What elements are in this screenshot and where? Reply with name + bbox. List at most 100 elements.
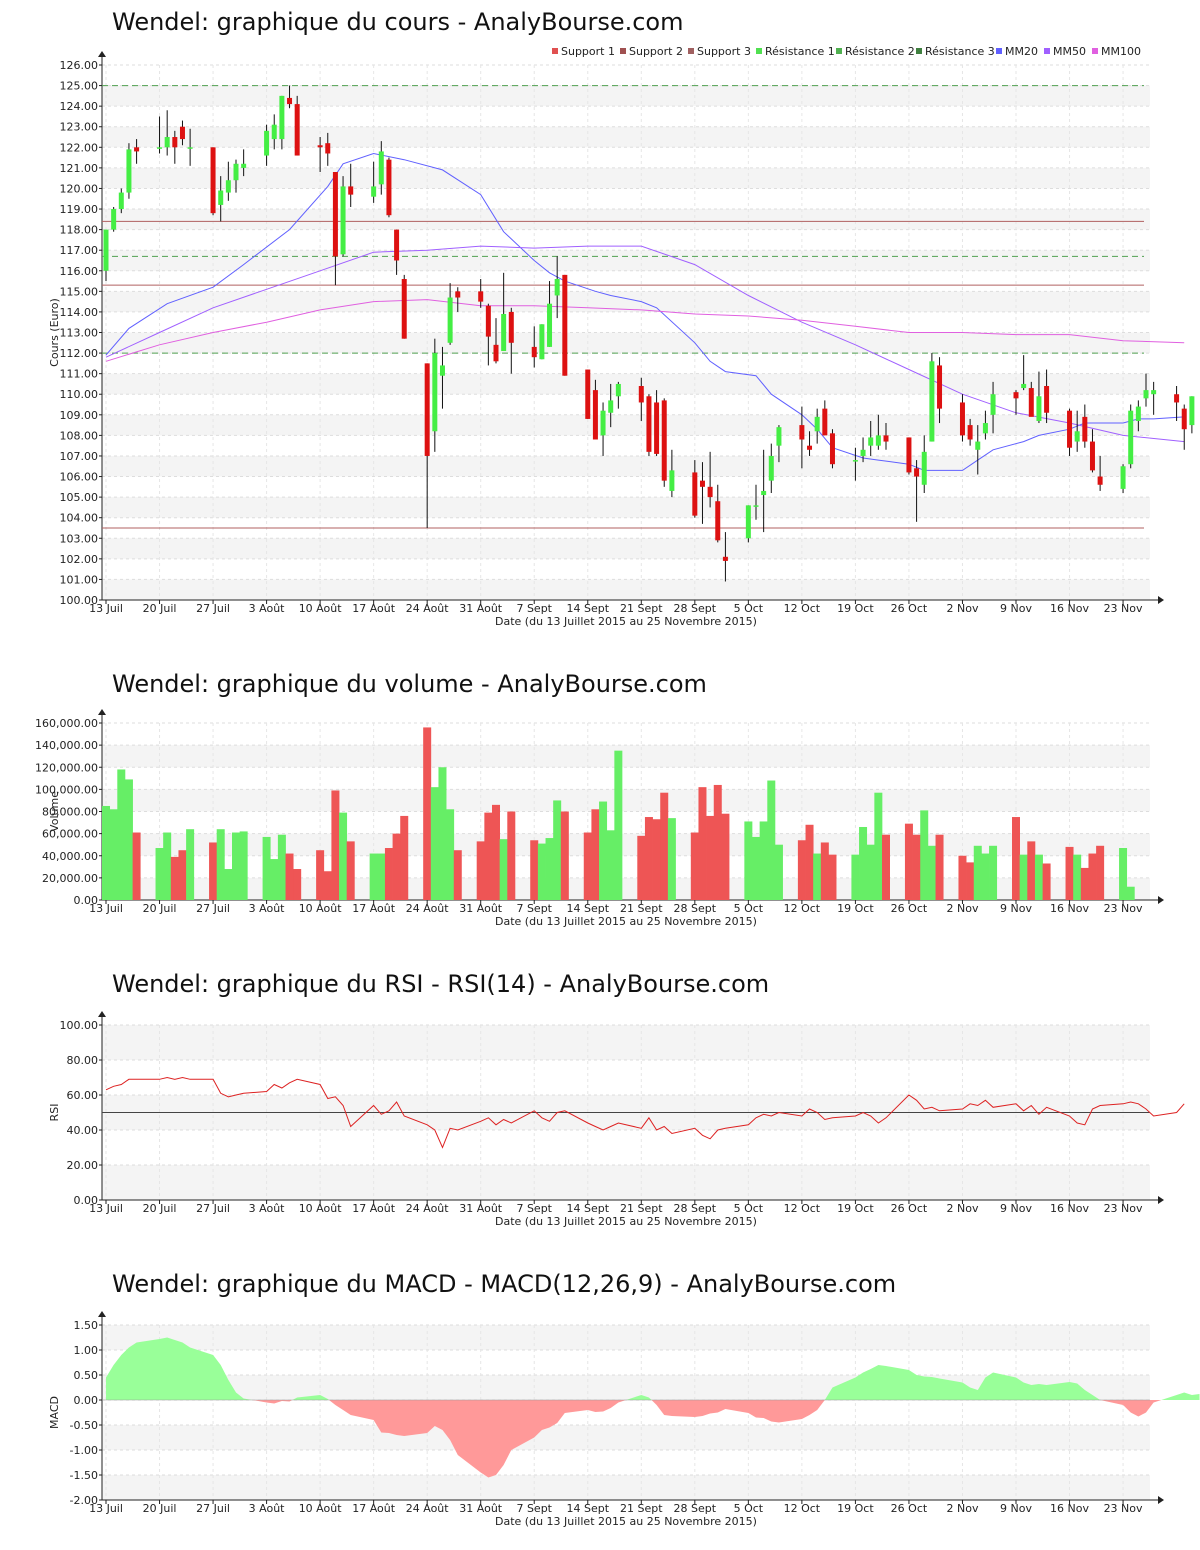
price-grid-band [102,209,1150,230]
candle-body [990,394,996,415]
price-x-tick-label: 26 Oct [891,602,928,615]
volume-x-tick-label: 9 Nov [1000,902,1032,915]
volume-bar [277,834,286,900]
price-grid-band [102,373,1150,395]
legend-label: Résistance 3 [925,45,995,58]
price-grid-band [102,414,1150,436]
candle-body [1151,390,1157,395]
candle-body [134,147,140,152]
volume-bar [912,834,921,900]
price-x-tick-label: 27 Juil [196,602,230,615]
price-grid-band [102,291,1150,312]
price-grid-band [102,332,1150,354]
macd-positive-area [1161,1392,1200,1400]
macd-y-axis-label: MACD [48,1396,61,1429]
volume-bar [706,815,715,900]
rsi-x-tick-label: 27 Juil [196,1202,230,1215]
volume-y-tick-label: 40,000.00 [42,850,98,863]
volume-y-tick-label: 140,000.00 [35,739,98,752]
rsi-x-tick-label: 17 Août [352,1202,396,1215]
candle-body [646,396,652,452]
volume-bar [904,823,913,900]
candle-body [126,149,132,193]
price-y-tick-label: 119.00 [60,203,99,216]
rsi-y-axis-label: RSI [48,1104,61,1122]
rsi-y-tick-label: 20.00 [67,1159,99,1172]
volume-bar [560,811,569,900]
macd-x-tick-label: 10 Août [299,1502,343,1515]
volume-x-tick-label: 17 Août [352,902,396,915]
volume-x-tick-label: 31 Août [459,902,503,915]
volume-y-tick-label: 100,000.00 [35,783,98,796]
volume-x-tick-label: 13 Juil [89,902,123,915]
rsi-y-tick-label: 40.00 [67,1124,99,1137]
candle-body [103,229,109,271]
volume-bar [866,844,875,900]
volume-bar [507,811,516,900]
rsi-x-tick-label: 5 Oct [734,1202,764,1215]
candle-body [271,124,277,140]
volume-bar [935,834,944,900]
volume-x-tick-label: 19 Oct [837,902,874,915]
candle-body [868,437,874,446]
price-grid-band [102,455,1150,477]
candle-body [883,435,889,442]
volume-bar [583,832,592,900]
price-x-tick-label: 12 Oct [784,602,821,615]
volume-bar [553,800,562,900]
macd-y-tick-label: -2.00 [70,1494,98,1507]
candle-body [233,163,239,181]
volume-bar [492,804,500,900]
rsi-grid-band [102,1025,1150,1060]
volume-bar [262,836,271,900]
price-y-tick-label: 103.00 [60,532,99,545]
candle-body [1044,386,1050,413]
rsi-x-tick-label: 9 Nov [1000,1202,1032,1215]
candle-body [959,402,965,436]
candle-body [745,505,751,539]
price-x-tick-label: 17 Août [352,602,396,615]
candle-body [447,297,453,343]
volume-bar [1080,867,1089,900]
volume-bar [1119,848,1128,900]
macd-x-tick-label: 21 Sept [620,1502,663,1515]
rsi-y-tick-label: 80.00 [67,1054,99,1067]
volume-bar [423,727,432,900]
candle-body [707,486,713,498]
volume-bar [163,832,172,900]
candle-body [1036,396,1042,421]
price-y-tick-label: 118.00 [60,224,99,237]
rsi-x-tick-label: 21 Sept [620,1202,663,1215]
volume-bar [499,839,508,900]
volume-bar [209,842,218,900]
candle-body [386,159,392,216]
volume-bar [1073,854,1082,900]
volume-bar [216,829,225,900]
rsi-x-tick-label: 28 Sept [674,1202,717,1215]
macd-chart: -2.00 -1.50 -1.00 -0.50 0.00 0.50 1.00 1.50 13 J… [48,1311,1200,1528]
price-chart: 100.00 101.00 102.00 103.00 104.00 105.00 106.… [48,45,1195,628]
candle-body [669,470,675,491]
volume-bar [293,869,302,900]
candle-body [455,291,461,298]
price-y-tick-label: 108.00 [60,429,99,442]
candle-body [982,423,988,434]
candle-body [1021,383,1027,389]
candle-body [485,305,491,337]
candle-body [378,151,384,185]
candle-body [439,365,445,376]
volume-bar [323,871,332,900]
volume-y-axis-label: Volume [48,791,61,832]
macd-y-tick-label: -1.00 [70,1444,98,1457]
volume-bar [813,853,822,900]
volume-bar [117,769,126,900]
candle-body [929,361,935,442]
macd-x-arrow [1158,1496,1164,1504]
legend-swatch [620,48,626,54]
price-x-tick-label: 7 Sept [516,602,552,615]
candle-body [1128,410,1134,465]
rsi-x-tick-label: 23 Nov [1104,1202,1143,1215]
volume-bar [1019,854,1028,900]
macd-negative-area [329,1400,626,1478]
legend-swatch [916,48,922,54]
